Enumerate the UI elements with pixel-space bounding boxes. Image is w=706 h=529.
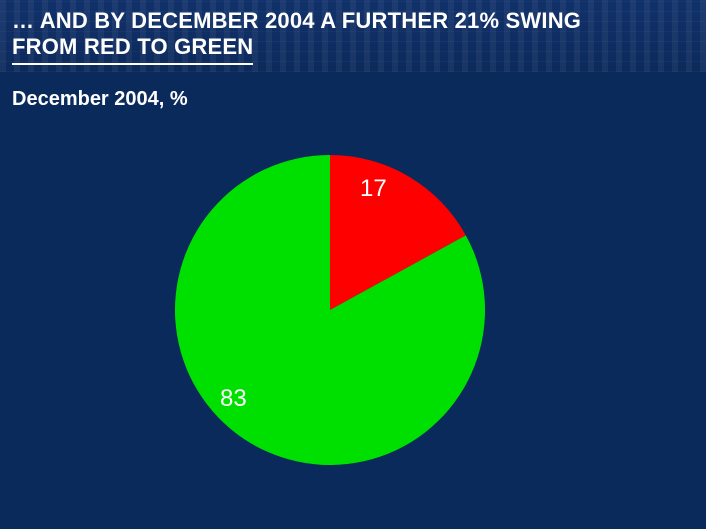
slide: … AND BY DECEMBER 2004 A FURTHER 21% SWI… — [0, 0, 706, 529]
chart-subtitle: December 2004, % — [12, 88, 188, 111]
pie-svg — [170, 150, 490, 470]
title-line-1: … AND BY DECEMBER 2004 A FURTHER 21% SWI… — [12, 8, 581, 33]
slide-title: … AND BY DECEMBER 2004 A FURTHER 21% SWI… — [12, 8, 694, 65]
pie-label-red: 17 — [360, 175, 387, 203]
pie-chart: 17 83 — [170, 150, 490, 470]
pie-slices — [175, 155, 485, 465]
pie-label-green: 83 — [220, 385, 247, 413]
slide-header: … AND BY DECEMBER 2004 A FURTHER 21% SWI… — [0, 0, 706, 72]
title-line-2: FROM RED TO GREEN — [12, 34, 253, 64]
